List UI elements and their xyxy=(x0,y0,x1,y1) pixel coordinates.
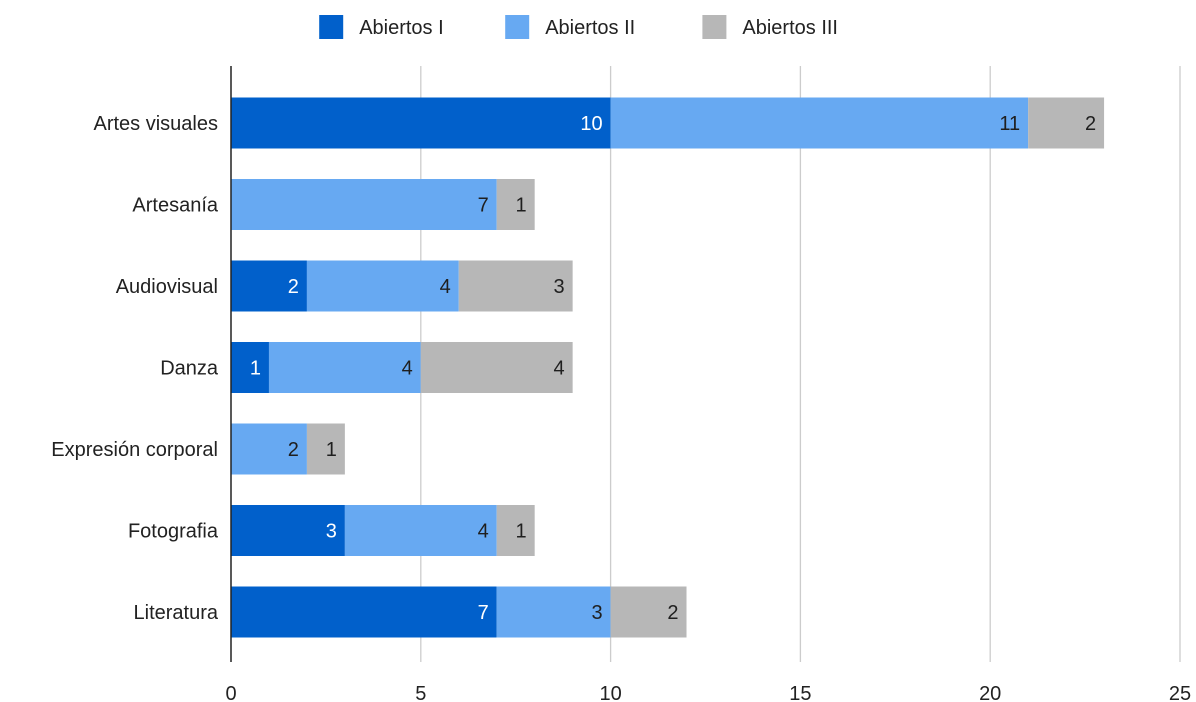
data-label: 2 xyxy=(1085,113,1096,135)
data-label: 3 xyxy=(326,521,337,543)
bar-abiertos-i-fotografia xyxy=(231,505,345,556)
data-label: 11 xyxy=(999,113,1020,135)
category-label: Fotografia xyxy=(128,521,219,543)
bar-abiertos-i-audiovisual xyxy=(231,260,307,312)
bar-abiertos-ii-danza xyxy=(268,342,421,393)
x-tick-label: 0 xyxy=(225,683,236,702)
category-label: Audiovisual xyxy=(116,276,218,298)
bar-abiertos-iii-danza xyxy=(420,342,573,393)
legend-label: Abiertos II xyxy=(545,17,635,39)
category-label: Danza xyxy=(160,358,219,380)
category-label: Literatura xyxy=(134,602,219,624)
data-label: 4 xyxy=(440,276,451,298)
bar-abiertos-iii-expresion-corporal xyxy=(306,423,345,475)
data-label: 4 xyxy=(554,358,565,380)
grid xyxy=(420,66,1181,662)
bars: 10 11 27 12 4 31 4 42 13 4 17 3 2 xyxy=(231,97,1105,638)
legend-label: Abiertos I xyxy=(359,17,443,39)
x-tick-label: 25 xyxy=(1169,683,1191,702)
x-tick-label: 15 xyxy=(789,683,811,702)
bar-abiertos-ii-artesania xyxy=(231,179,497,230)
legend-swatch xyxy=(702,15,727,39)
data-label: 1 xyxy=(250,358,261,380)
data-label: 4 xyxy=(478,521,489,543)
x-tick-label: 20 xyxy=(979,683,1001,702)
legend-item-abiertos-ii: Abiertos II xyxy=(505,15,635,39)
data-label: 7 xyxy=(478,602,489,624)
data-label: 3 xyxy=(591,602,602,624)
data-label: 2 xyxy=(667,602,678,624)
legend-item-abiertos-iii: Abiertos III xyxy=(702,15,838,39)
data-label: 1 xyxy=(516,195,527,217)
data-label: 2 xyxy=(288,276,299,298)
x-tick-label: 10 xyxy=(599,683,621,702)
bar-abiertos-ii-fotografia xyxy=(344,505,497,556)
data-label: 10 xyxy=(580,113,602,135)
bar-abiertos-iii-artesania xyxy=(496,179,535,230)
data-label: 3 xyxy=(554,276,565,298)
bar-abiertos-ii-expresion-corporal xyxy=(231,423,307,475)
data-label: 2 xyxy=(288,439,299,461)
bar-abiertos-iii-audiovisual xyxy=(458,260,573,312)
legend-item-abiertos-i: Abiertos I xyxy=(319,15,444,39)
bar-abiertos-ii-audiovisual xyxy=(306,260,459,312)
bar-abiertos-iii-artes-visuales xyxy=(1028,97,1105,149)
bar-abiertos-i-literatura xyxy=(231,586,497,638)
category-label: Artesanía xyxy=(132,195,218,217)
bar-abiertos-ii-artes-visuales xyxy=(610,97,1029,149)
legend-swatch xyxy=(505,15,530,39)
category-label: Expresión corporal xyxy=(51,439,218,461)
data-label: 1 xyxy=(326,439,337,461)
axes: 0 5 10 15 20 25 Artes visuales Artesanía Audiovi… xyxy=(51,66,1191,702)
data-label: 7 xyxy=(478,195,489,217)
legend-label: Abiertos III xyxy=(742,17,838,39)
data-label: 1 xyxy=(516,521,527,543)
bar-abiertos-iii-literatura xyxy=(610,586,687,638)
data-label: 4 xyxy=(402,358,413,380)
bar-abiertos-i-artes-visuales xyxy=(231,97,611,149)
bar-abiertos-i-danza xyxy=(231,342,269,393)
x-tick-label: 5 xyxy=(415,683,426,702)
legend: Abiertos I Abiertos II Abiertos III xyxy=(319,15,838,39)
legend-swatch xyxy=(319,15,344,39)
category-label: Artes visuales xyxy=(94,113,219,135)
bar-abiertos-ii-literatura xyxy=(496,586,611,638)
bar-abiertos-iii-fotografia xyxy=(496,505,535,556)
